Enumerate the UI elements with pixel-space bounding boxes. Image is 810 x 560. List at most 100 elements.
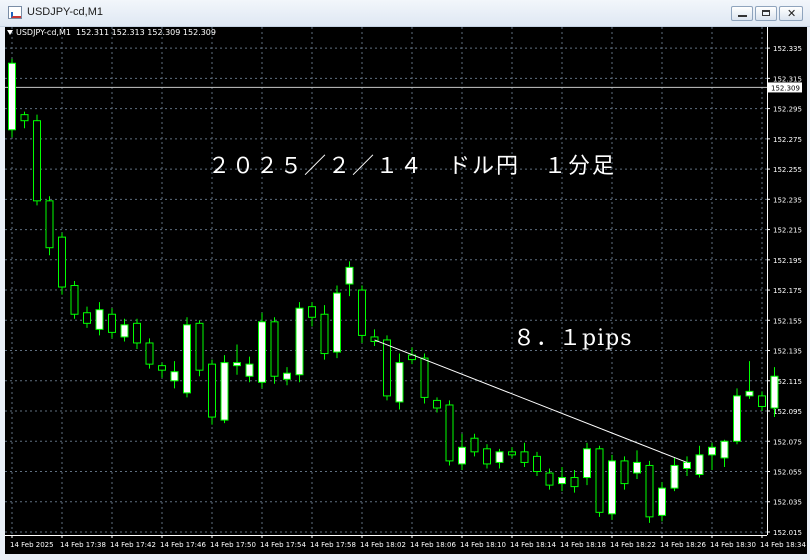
candle-body (270, 321, 279, 377)
candle-body (595, 448, 604, 513)
ohlc-values: 152.311 152.313 152.309 152.309 (76, 28, 216, 37)
candle-body (358, 289, 366, 336)
candle-body (220, 362, 229, 421)
price-axis-label: 152.215 (773, 227, 802, 235)
price-axis-label: 152.335 (773, 45, 802, 53)
candle-body (395, 362, 404, 403)
candle-body (308, 306, 316, 318)
candle-body (758, 395, 766, 407)
candle-body (520, 451, 529, 463)
chart-window-icon (8, 6, 22, 19)
candle-body (120, 324, 129, 338)
price-axis-label: 152.295 (773, 106, 802, 114)
candle-body (383, 339, 391, 397)
time-axis-label: 14 Feb 17:50 (210, 541, 256, 549)
candle-body (708, 446, 716, 456)
candle-body (695, 454, 704, 476)
price-axis-label: 152.115 (773, 378, 802, 386)
time-axis-label: 14 Feb 17:42 (110, 541, 156, 549)
close-button[interactable]: ✕ (779, 6, 803, 21)
candle-body (458, 446, 466, 465)
price-axis-label: 152.315 (773, 75, 802, 83)
chart-area[interactable]: 152.335 152.315 152.295 152.275 152.255 152.2… (5, 27, 807, 554)
candle-body (20, 114, 29, 122)
candle-body (158, 365, 166, 371)
price-axis-label: 152.135 (773, 348, 802, 356)
candle-body (295, 307, 304, 376)
window-bottom-border (0, 554, 810, 560)
candle-body (258, 321, 266, 383)
candle-body (283, 372, 291, 380)
candle-body (170, 371, 179, 382)
candle-body (33, 120, 41, 202)
time-axis-label: 14 Feb 18:18 (560, 541, 606, 549)
dropdown-triangle-icon (7, 30, 13, 35)
candle-body (233, 362, 241, 367)
minimize-icon (738, 15, 747, 17)
window-titlebar[interactable]: USDJPY-cd,M1 ✕ (0, 0, 810, 27)
time-axis-label: 14 Feb 18:14 (510, 541, 556, 549)
price-axis-label: 152.195 (773, 257, 802, 265)
candle-body (633, 461, 641, 474)
price-axis-label: 152.095 (773, 408, 802, 416)
candle-body (145, 342, 154, 365)
annotation-title-text[interactable]: ２０２５／２／１４ ドル円 １分足 (208, 154, 617, 179)
candle-body (483, 448, 491, 465)
window-title: USDJPY-cd,M1 (27, 6, 104, 18)
candle-body (445, 404, 454, 462)
candle-body (583, 448, 591, 479)
chart-symbol-header: USDJPY-cd,M1 152.311 152.313 152.309 152… (7, 28, 216, 37)
candle-body (320, 313, 329, 355)
candle-body (658, 487, 666, 516)
price-axis-label: 152.255 (773, 166, 802, 174)
candle-body (620, 460, 629, 485)
candle-body (470, 437, 479, 453)
candlestick-chart[interactable]: 152.335 152.315 152.295 152.275 152.255 152.2… (5, 27, 807, 554)
price-axis-label: 152.075 (773, 438, 802, 446)
time-axis-label: 14 Feb 18:10 (460, 541, 506, 549)
trendline (374, 339, 688, 463)
time-axis-label: 14 Feb 18:02 (360, 541, 406, 549)
candle-body (345, 266, 354, 285)
candle-body (720, 440, 729, 459)
candle-body (8, 62, 16, 131)
close-icon: ✕ (787, 7, 797, 20)
time-axis-label: 14 Feb 17:54 (260, 541, 306, 549)
candle-body (558, 477, 566, 485)
candle-body (58, 236, 66, 288)
maximize-icon (762, 10, 770, 16)
price-axis-label: 152.175 (773, 287, 802, 295)
candle-body (133, 322, 141, 344)
candle-body (670, 464, 679, 489)
candle-body (545, 472, 554, 486)
maximize-button[interactable] (755, 6, 777, 21)
annotation-pips-text[interactable]: ８．１pips (513, 326, 633, 351)
candle-body (683, 461, 691, 469)
time-axis-label: 14 Feb 17:46 (160, 541, 206, 549)
time-axis-label: 14 Feb 18:06 (410, 541, 456, 549)
candle-body (508, 451, 516, 456)
candle-body (570, 477, 579, 488)
candle-body (420, 357, 429, 398)
candle-body (370, 336, 379, 342)
time-axis-label: 14 Feb 18:30 (710, 541, 756, 549)
candle-body (95, 309, 104, 330)
time-axis-label: 14 Feb 17:58 (310, 541, 356, 549)
price-axis-label: 152.155 (773, 317, 802, 325)
candle-body (245, 363, 254, 377)
candle-body (183, 324, 191, 394)
current-price-label: 152.309 (771, 84, 800, 92)
current-price-marker (768, 82, 802, 93)
price-axis-label: 152.275 (773, 136, 802, 144)
candle-body (108, 313, 116, 333)
candle-body (608, 460, 616, 515)
candle-body (770, 375, 779, 409)
minimize-button[interactable] (731, 6, 753, 21)
time-axis-label: 14 Feb 2025 (10, 541, 54, 549)
time-axis-label: 14 Feb 17:38 (60, 541, 106, 549)
candle-body (45, 200, 54, 249)
time-axis-label: 14 Feb 18:22 (610, 541, 656, 549)
price-axis-label: 152.035 (773, 499, 802, 507)
price-axis-label: 152.055 (773, 468, 802, 476)
